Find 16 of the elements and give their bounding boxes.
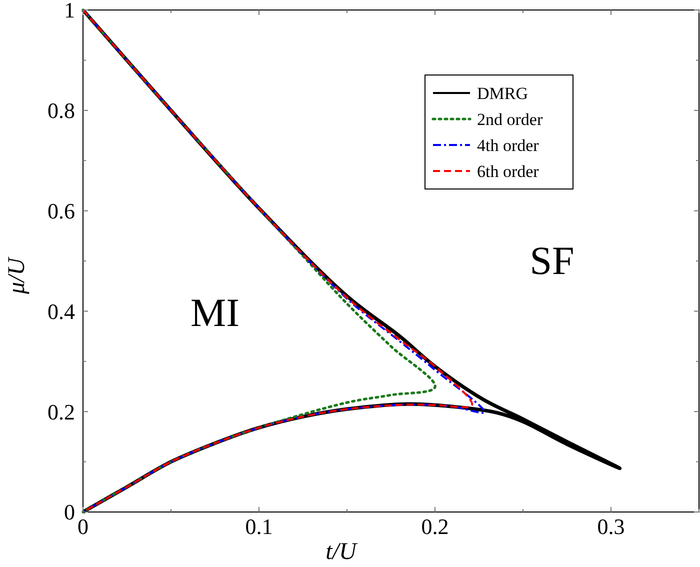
x-tick-label: 0.2	[421, 514, 449, 539]
legend-label: 4th order	[477, 136, 540, 155]
legend-label: DMRG	[477, 84, 528, 103]
annotation: MI	[190, 290, 240, 335]
y-tick-label: 0.8	[48, 98, 75, 124]
x-tick-label: 0.1	[245, 514, 273, 539]
x-axis-title: t/U	[326, 539, 358, 565]
y-tick-label: 0.2	[48, 399, 75, 424]
y-tick-label: 0.6	[48, 198, 75, 224]
legend-label: 6th order	[477, 162, 540, 181]
x-tick-label: 0.3	[597, 514, 625, 539]
y-axis-title: μ/U	[4, 256, 30, 296]
y-tick-label: 1	[64, 0, 75, 23]
y-tick-label: 0.4	[48, 298, 75, 324]
annotation: SF	[530, 238, 574, 283]
legend-label: 2nd order	[477, 110, 543, 129]
